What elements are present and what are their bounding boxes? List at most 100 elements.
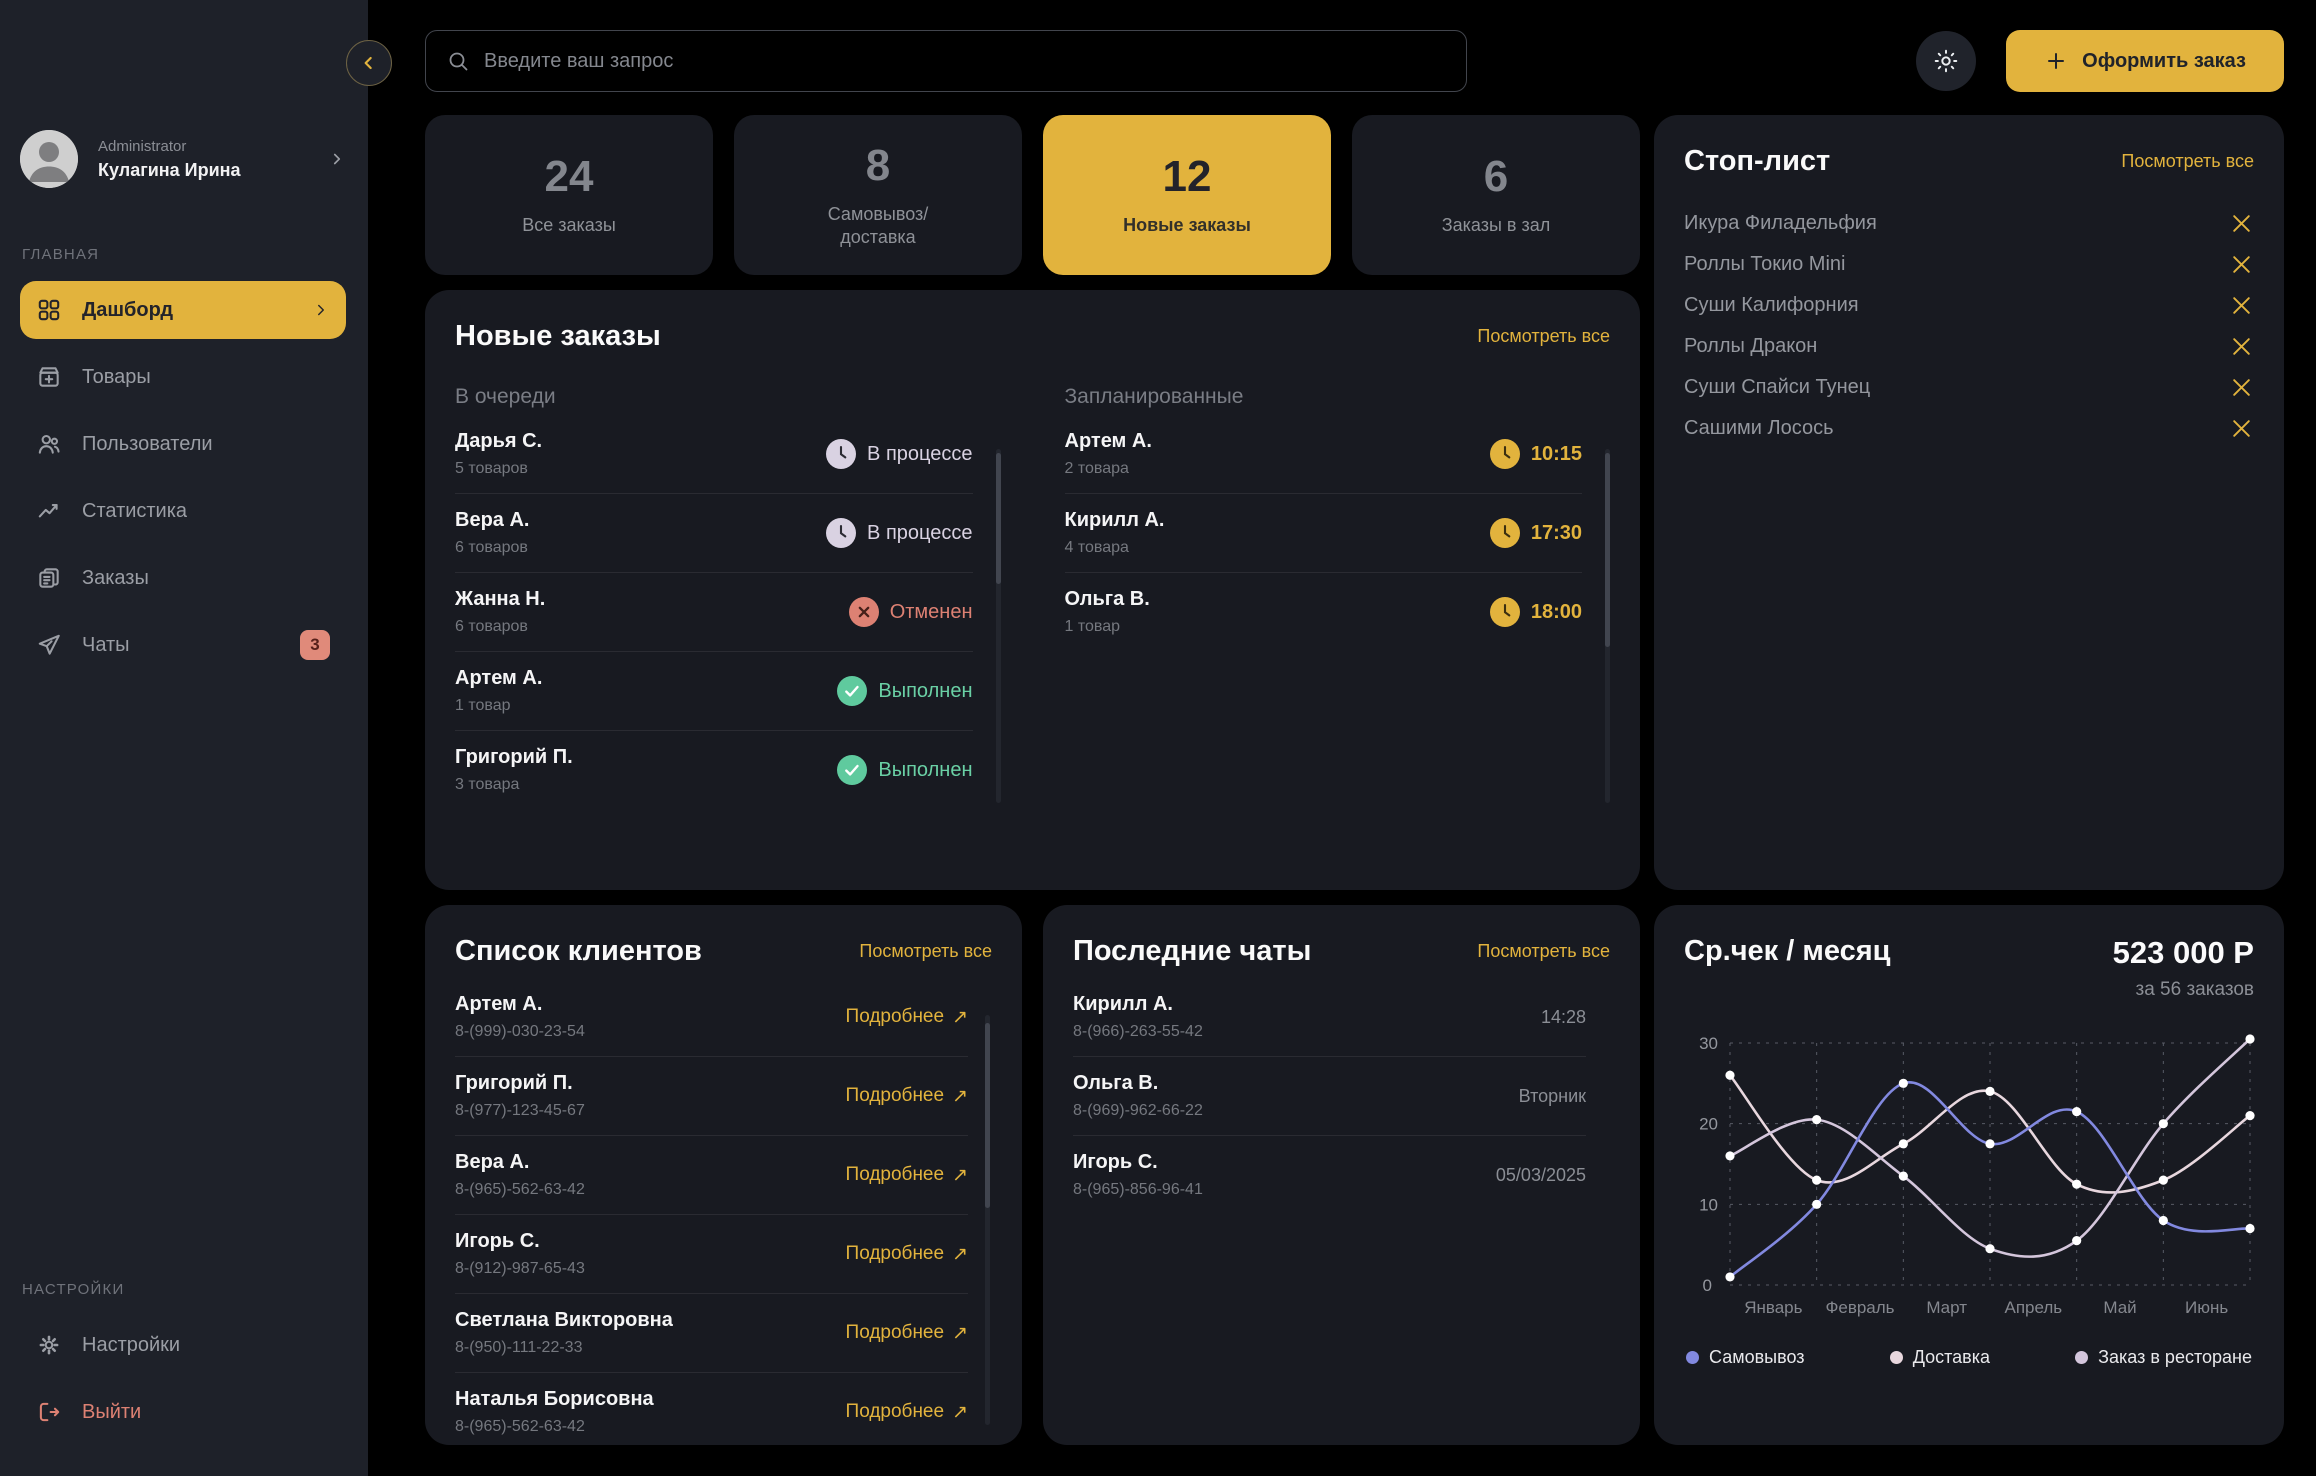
remove-x-icon[interactable] — [2230, 334, 2254, 358]
remove-x-icon[interactable] — [2230, 211, 2254, 235]
scrollbar[interactable] — [1605, 449, 1610, 803]
legend-item: Заказ в ресторане — [2075, 1347, 2252, 1368]
client-row[interactable]: Вера А. 8-(965)-562-63-42 Подробнее ↗ — [455, 1136, 968, 1215]
stat-card-3[interactable]: 6 Заказы в зал — [1352, 115, 1640, 275]
clients-list: Артем А. 8-(999)-030-23-54 Подробнее ↗ Григ… — [455, 978, 992, 1445]
chat-row[interactable]: Игорь С. 8-(965)-856-96-41 05/03/2025 — [1073, 1151, 1586, 1198]
scrollbar[interactable] — [995, 449, 1001, 803]
chat-meta: 05/03/2025 — [1495, 1164, 1586, 1185]
scheduled-time: 10:15 — [1489, 439, 1582, 469]
order-row[interactable]: Ольга В. 1 товар 18:00 — [1064, 588, 1583, 635]
svg-text:Март: Март — [1926, 1298, 1967, 1317]
topbar: Оформить заказ — [425, 30, 2284, 92]
order-status: Отменен — [848, 597, 973, 627]
chats-list: Кирилл А. 8-(966)-263-55-42 14:28 Ольга В. 8… — [1073, 978, 1610, 1214]
order-status: В процессе — [826, 518, 973, 548]
view-all-link[interactable]: Посмотреть все — [1477, 326, 1610, 346]
chat-meta: Вторник — [1518, 1085, 1586, 1106]
client-row[interactable]: Игорь С. 8-(912)-987-65-43 Подробнее ↗ — [455, 1215, 968, 1294]
legend-dot-icon — [2075, 1351, 2089, 1364]
order-status: Выполнен — [837, 755, 973, 785]
scheduled-subtitle: Запланированные — [1064, 385, 1244, 408]
sidebar-item-label: Дашборд — [82, 298, 174, 321]
sidebar-item-users[interactable]: Пользователи — [20, 415, 346, 473]
details-link[interactable]: Подробнее ↗ — [845, 1322, 968, 1344]
clients-panel: Список клиентов Посмотреть все Артем А. 8… — [425, 905, 1022, 1445]
sun-icon — [1933, 48, 1959, 74]
search-input[interactable] — [484, 49, 1446, 73]
sidebar-item-orders[interactable]: Заказы — [20, 549, 346, 607]
stats-icon — [36, 498, 62, 524]
sidebar-item-label: Настройки — [82, 1333, 181, 1356]
client-row[interactable]: Наталья Борисовна 8-(965)-562-63-42 Подроб… — [455, 1388, 968, 1435]
remove-x-icon[interactable] — [2230, 416, 2254, 440]
check-circle-icon — [837, 755, 868, 785]
sidebar-item-dashboard[interactable]: Дашборд — [20, 281, 346, 339]
clock-icon — [1489, 518, 1520, 548]
arrow-up-right-icon: ↗ — [952, 1243, 968, 1265]
stop-list-item: Роллы Дракон — [1684, 327, 2254, 365]
remove-x-icon[interactable] — [2230, 375, 2254, 399]
remove-x-icon[interactable] — [2230, 252, 2254, 276]
order-row[interactable]: Вера А. 6 товаров В процессе — [455, 494, 973, 573]
order-row[interactable]: Кирилл А. 4 товара 17:30 — [1064, 494, 1582, 573]
new-order-button[interactable]: Оформить заказ — [2006, 30, 2284, 92]
svg-text:Май: Май — [2103, 1298, 2136, 1317]
chat-row[interactable]: Кирилл А. 8-(966)-263-55-42 14:28 — [1073, 978, 1586, 1057]
sidebar-item-statistics[interactable]: Статистика — [20, 482, 346, 540]
stat-card-2[interactable]: 12 Новые заказы — [1043, 115, 1331, 275]
products-icon — [36, 364, 62, 390]
order-row[interactable]: Артем А. 2 товара 10:15 — [1064, 415, 1582, 494]
stat-label: Новые заказы — [1123, 215, 1251, 236]
svg-text:20: 20 — [1699, 1115, 1718, 1134]
sidebar-item-chats[interactable]: Чаты 3 — [20, 616, 346, 674]
svg-text:Январь: Январь — [1744, 1298, 1802, 1317]
sidebar-item-products[interactable]: Товары — [20, 348, 346, 406]
panel-title: Список клиентов — [455, 935, 702, 967]
order-row[interactable]: Артем А. 1 товар Выполнен — [455, 652, 973, 731]
remove-x-icon[interactable] — [2230, 293, 2254, 317]
stat-label: Все заказы — [522, 215, 616, 236]
panel-title: Новые заказы — [455, 320, 661, 352]
logout-icon — [36, 1399, 62, 1425]
clock-icon — [1489, 439, 1520, 469]
scheduled-time: 17:30 — [1489, 518, 1582, 548]
view-all-link[interactable]: Посмотреть все — [859, 941, 992, 961]
stop-list: Икура Филадельфия Роллы Токио Mini Суши Ка… — [1684, 204, 2254, 447]
theme-toggle-button[interactable] — [1916, 31, 1977, 91]
nav-section-label: ГЛАВНАЯ — [22, 246, 100, 263]
details-link[interactable]: Подробнее ↗ — [845, 1085, 968, 1107]
search-icon — [446, 49, 470, 73]
order-row[interactable]: Дарья С. 5 товаров В процессе — [455, 415, 973, 494]
users-icon — [36, 431, 62, 457]
legend-item: Самовывоз — [1686, 1347, 1805, 1368]
view-all-link[interactable]: Посмотреть все — [2121, 151, 2254, 171]
stat-value: 24 — [544, 152, 594, 202]
client-row[interactable]: Григорий П. 8-(977)-123-45-67 Подробнее ↗ — [455, 1057, 968, 1136]
sidebar-collapse-button[interactable] — [346, 40, 392, 86]
sidebar-item-settings[interactable]: Настройки — [20, 1316, 346, 1374]
details-link[interactable]: Подробнее ↗ — [845, 1243, 968, 1265]
orders-icon — [36, 565, 62, 591]
details-link[interactable]: Подробнее ↗ — [845, 1401, 968, 1423]
scrollbar[interactable] — [985, 1015, 990, 1425]
details-link[interactable]: Подробнее ↗ — [845, 1006, 968, 1028]
client-row[interactable]: Светлана Викторовна 8-(950)-111-22-33 Подр… — [455, 1294, 968, 1373]
view-all-link[interactable]: Посмотреть все — [1477, 941, 1610, 961]
stat-card-1[interactable]: 8 Самовывоз/ доставка — [734, 115, 1022, 275]
scheduled-time: 18:00 — [1489, 597, 1582, 627]
plus-icon — [2044, 49, 2068, 73]
user-role: Administrator — [98, 137, 187, 155]
chevron-right-icon — [328, 150, 346, 168]
order-row[interactable]: Жанна Н. 6 товаров Отменен — [455, 573, 973, 652]
stat-value: 12 — [1162, 152, 1212, 202]
arrow-up-right-icon: ↗ — [952, 1164, 968, 1186]
user-card[interactable]: Administrator Кулагина Ирина — [20, 130, 346, 188]
details-link[interactable]: Подробнее ↗ — [845, 1164, 968, 1186]
legend-dot-icon — [1889, 1351, 1903, 1364]
stat-card-0[interactable]: 24 Все заказы — [425, 115, 713, 275]
chat-row[interactable]: Ольга В. 8-(969)-962-66-22 Вторник — [1073, 1057, 1586, 1136]
sidebar-item-logout[interactable]: Выйти — [20, 1383, 346, 1441]
client-row[interactable]: Артем А. 8-(999)-030-23-54 Подробнее ↗ — [455, 978, 968, 1057]
order-row[interactable]: Григорий П. 3 товара Выполнен — [455, 746, 973, 793]
